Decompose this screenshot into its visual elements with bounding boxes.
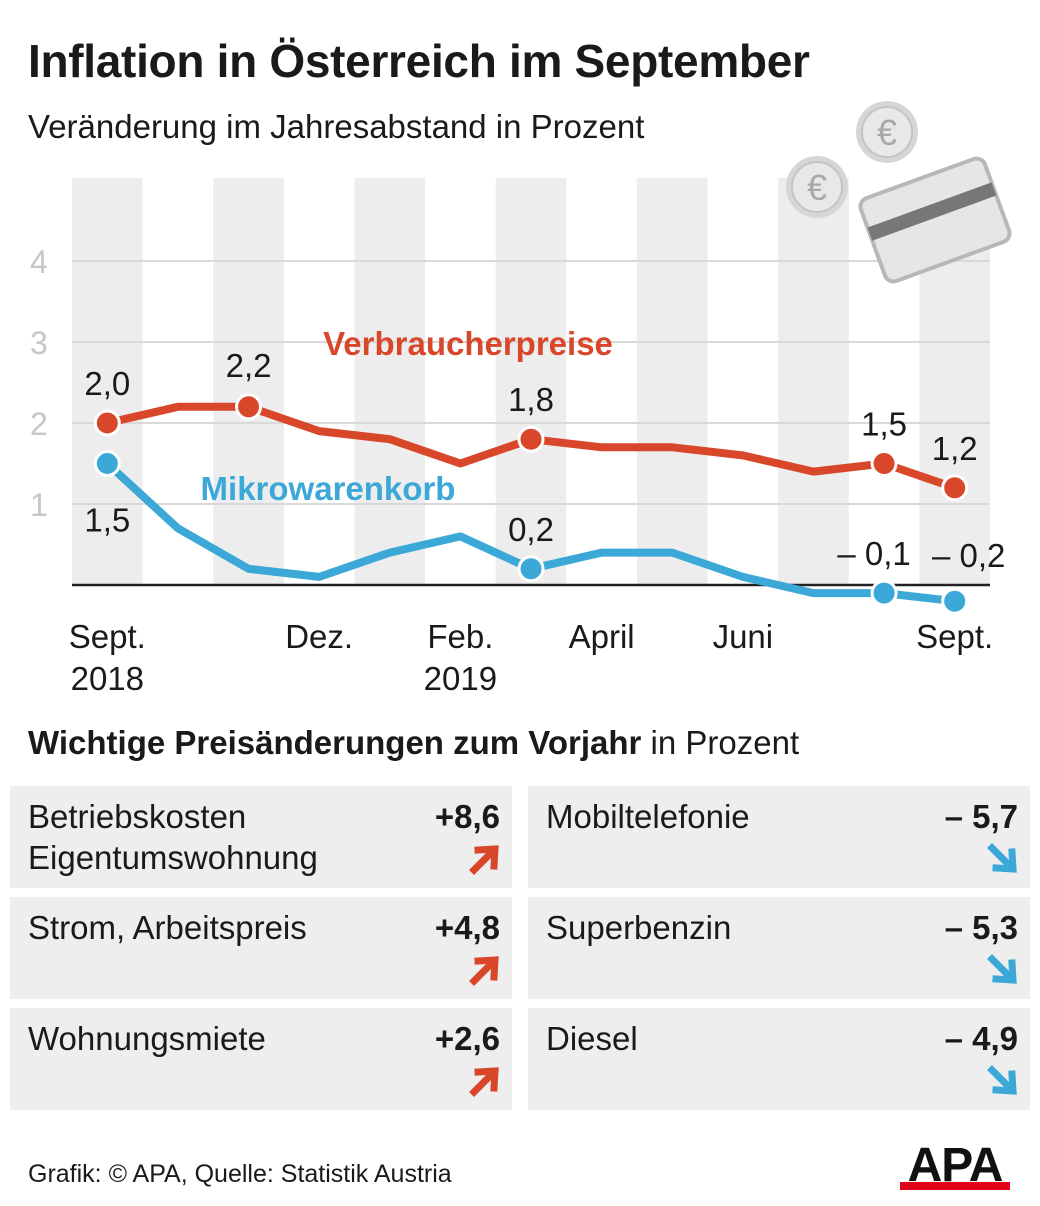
y-tick-label: 3: [30, 325, 48, 361]
price-change-value: – 5,7: [944, 798, 1018, 835]
gridlines: [72, 260, 990, 505]
price-change-card: Diesel – 4,9: [528, 1008, 1030, 1110]
x-tick-label-year: 2018: [71, 660, 144, 697]
data-point: [93, 450, 121, 477]
price-changes-title-unit: in Prozent: [641, 724, 800, 761]
arrow-down-right-icon: [987, 1065, 1017, 1095]
euro-coin-icon: €: [786, 156, 848, 218]
apa-logo: APA: [898, 1139, 1012, 1192]
data-point: [941, 474, 969, 502]
month-band: [72, 178, 143, 585]
arrow-down-right-icon: [987, 843, 1017, 873]
data-label: – 0,1: [837, 535, 910, 572]
price-change-label: Betriebskosten Eigentumswohnung: [28, 798, 318, 876]
data-label: 1,8: [508, 381, 554, 418]
data-label: 0,2: [508, 511, 554, 548]
data-point: [941, 587, 969, 615]
data-label: 1,2: [932, 430, 978, 467]
data-label: 1,5: [84, 502, 130, 539]
data-point: [93, 409, 121, 437]
arrow-down-right-icon: [987, 954, 1017, 984]
price-changes-title: Wichtige Preisänderungen zum Vorjahr in …: [28, 724, 799, 762]
price-change-value: – 4,9: [944, 1020, 1018, 1057]
price-change-label: Strom, Arbeitspreis: [28, 909, 307, 946]
price-change-card: Strom, Arbeitspreis +4,8: [10, 897, 512, 999]
source-credit: Grafik: © APA, Quelle: Statistik Austria: [28, 1160, 452, 1188]
x-tick-label: Juni: [713, 618, 774, 655]
price-change-value: +4,8: [434, 909, 500, 946]
price-change-label: Diesel: [546, 1020, 638, 1057]
month-band: [778, 178, 849, 585]
data-labels: 2,0 2,2 1,8 1,5 1,2 1,5 0,2 – 0,1 – 0,2: [84, 347, 1005, 574]
credit-card-icon: [858, 156, 1012, 284]
price-change-label: Superbenzin: [546, 909, 732, 946]
price-change-label: Wohnungsmiete: [28, 1020, 266, 1057]
page-subtitle: Veränderung im Jahresabstand in Prozent: [28, 108, 645, 145]
month-band: [354, 178, 426, 585]
price-changes-title-bold: Wichtige Preisänderungen zum Vorjahr: [28, 724, 642, 761]
price-change-value: +2,6: [434, 1020, 500, 1057]
svg-text:€: €: [807, 167, 827, 208]
decoration-illustration: € €: [786, 101, 1012, 284]
x-tick-label: Feb.: [427, 618, 493, 655]
apa-logo-accent: [900, 1182, 1010, 1190]
x-tick-label: Sept.: [916, 618, 993, 655]
svg-text:€: €: [877, 112, 897, 153]
price-change-value: +8,6: [434, 798, 500, 835]
data-point: [517, 425, 545, 453]
series-label-verbraucherpreise: Verbraucherpreise: [323, 325, 613, 362]
x-tick-label: Sept.: [69, 618, 146, 655]
data-point: [870, 579, 898, 607]
arrow-up-right-icon: [469, 845, 499, 875]
data-point: [870, 450, 898, 477]
month-band: [495, 178, 567, 585]
price-change-card: Superbenzin – 5,3: [528, 897, 1030, 999]
data-points: [93, 393, 969, 615]
series-labels: Verbraucherpreise Mikrowarenkorb: [201, 325, 613, 507]
data-label: 2,0: [84, 365, 130, 402]
euro-coin-icon: €: [856, 101, 918, 163]
x-tick-label: Dez.: [285, 618, 353, 655]
y-tick-label: 2: [30, 406, 48, 442]
inflation-line-chart: 1 2 3 4 € € 2,0 2,2 1,8 1,5 1,2 1,5 0,2 – 0,1 – 0,2…: [30, 101, 1012, 697]
arrow-up-right-icon: [469, 956, 499, 986]
month-bands: [72, 178, 990, 585]
price-change-card: Wohnungsmiete +2,6: [10, 1008, 512, 1110]
price-change-value: – 5,3: [944, 909, 1018, 946]
data-label: 2,2: [226, 347, 272, 384]
price-change-card: Mobiltelefonie – 5,7: [528, 786, 1030, 888]
month-band: [213, 178, 284, 585]
series-label-mikrowarenkorb: Mikrowarenkorb: [201, 470, 456, 507]
data-point: [517, 555, 545, 583]
x-tick-label-year: 2019: [424, 660, 497, 697]
month-band: [636, 178, 708, 585]
y-tick-label: 4: [30, 244, 48, 280]
x-tick-label: April: [569, 618, 635, 655]
price-change-label: Mobiltelefonie: [546, 798, 750, 835]
page-title: Inflation in Österreich im September: [28, 35, 810, 87]
x-tick-labels: Sept. 2018 Dez. Feb. 2019 April Juni Sept.: [69, 618, 993, 697]
data-label: 1,5: [861, 406, 907, 443]
data-point: [235, 393, 263, 421]
y-tick-label: 1: [30, 487, 48, 523]
arrow-up-right-icon: [469, 1067, 499, 1097]
y-tick-labels: 1 2 3 4: [30, 244, 48, 523]
price-change-card: Betriebskosten Eigentumswohnung +8,6: [10, 786, 512, 888]
data-label: – 0,2: [932, 537, 1005, 574]
